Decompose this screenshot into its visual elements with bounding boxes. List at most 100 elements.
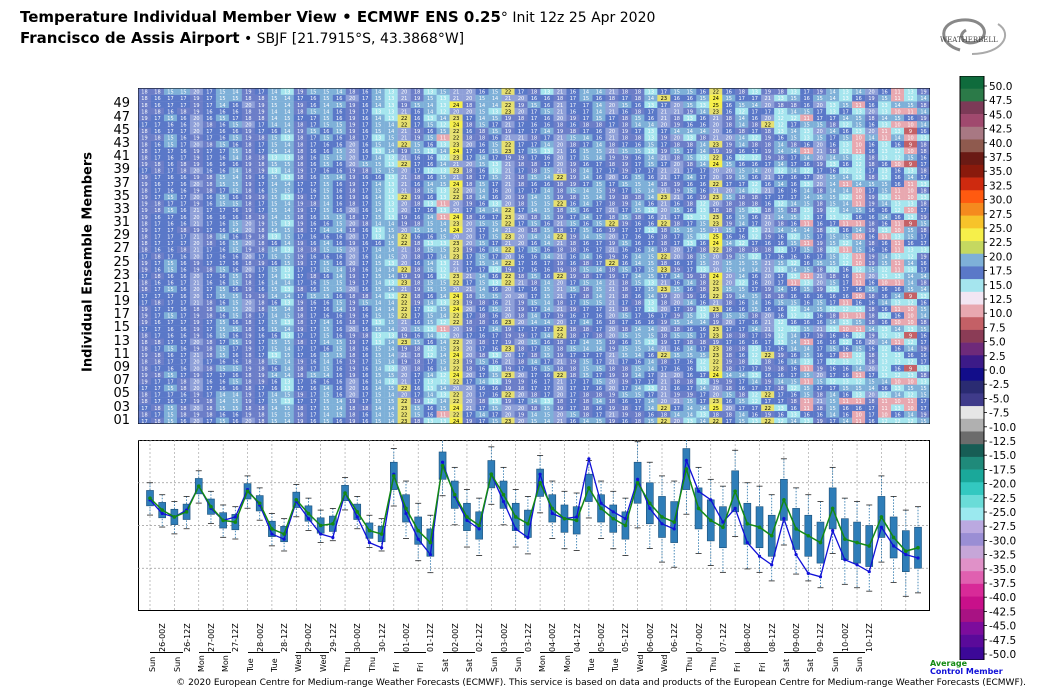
heatmap-cell [332,239,346,247]
heatmap-cell-value: 12 [752,254,758,260]
heatmap-cell [176,397,191,405]
heatmap-cell-value: 12 [842,261,848,267]
heatmap-cell [852,265,866,273]
heatmap-cell [488,377,502,385]
heatmap-cell-value: 17 [466,155,472,161]
heatmap-cell-value: 13 [375,320,381,326]
heatmap-cell [293,312,307,319]
heatmap-cell-value: 15 [336,221,342,227]
heatmap-cell-value: 14 [388,419,394,424]
heatmap-cell [735,239,749,247]
heatmap-cell [254,364,269,372]
heatmap-cell-value: 15 [284,162,290,168]
heatmap-cell-value: 19 [193,320,199,326]
heatmap-cell-value: 16 [881,248,887,254]
heatmap-cell-value: 19 [557,261,563,267]
heatmap-cell-value: 19 [297,254,303,260]
heatmap-cell [735,351,749,359]
heatmap-cell-value: 17 [570,228,576,234]
heatmap-cell [293,200,307,207]
heatmap-cell-value: 16 [894,175,900,181]
heatmap-cell-value: 14 [375,300,381,306]
heatmap-cell [761,384,775,392]
heatmap-cell [579,226,593,234]
heatmap-cell-value: 22 [557,175,563,181]
heatmap-cell-value: 13 [388,155,394,161]
heatmap-cell-value: 17 [154,393,160,399]
heatmap-cell [761,193,775,201]
heatmap-cell [138,410,152,418]
heatmap-cell-value: 18 [661,228,667,234]
heatmap-cell [371,285,385,293]
member-label: 01 [113,412,130,428]
heatmap-cell [527,384,541,392]
heatmap-cell-value: 14 [648,294,654,300]
heatmap-cell [202,219,217,227]
heatmap-cell-value: 14 [894,327,900,333]
heatmap-cell [163,391,178,398]
heatmap-cell [774,186,788,194]
heatmap-cell [852,331,866,339]
heatmap-cell-value: 14 [583,202,589,208]
heatmap-cell-value: 16 [206,202,212,208]
heatmap-cell [826,410,840,418]
heatmap-cell-value: 19 [245,235,251,241]
heatmap-cell [852,272,866,280]
heatmap-cell [527,331,541,339]
heatmap-cell-value: 16 [206,162,212,168]
heatmap-cell [150,371,165,379]
heatmap-cell [371,226,385,234]
heatmap-cell-value: 18 [531,228,537,234]
heatmap-cell-value: 15 [271,221,277,227]
heatmap-cell [384,331,398,339]
heatmap-cell [371,358,385,365]
heatmap-cell [696,384,710,392]
heatmap-cell [501,344,515,352]
heatmap-cell [138,384,152,392]
heatmap-cell [306,186,320,194]
heatmap-cell [631,200,645,207]
heatmap-cell-value: 11 [855,419,861,424]
heatmap-cell-value: 22 [713,248,719,254]
heatmap-cell [436,200,450,207]
heatmap-cell-value: 15 [920,419,926,424]
heatmap-cell [631,318,645,326]
heatmap-cell-value: 15 [622,333,628,339]
heatmap-cell-value: 13 [920,379,926,385]
heatmap-cell [839,358,853,365]
heatmap-cell-value: 11 [842,300,848,306]
heatmap-cell [488,186,502,194]
heatmap-cell-value: 17 [167,202,173,208]
heatmap-cell-value: 17 [258,353,264,359]
heatmap-cell [319,325,333,332]
heatmap-cell-value: 18 [141,155,147,161]
heatmap-cell-value: 18 [920,169,926,175]
heatmap-cell [332,391,346,398]
heatmap-cell [501,410,515,418]
heatmap-cell-value: 16 [310,353,316,359]
heatmap-cell [280,193,295,201]
heatmap-cell-value: 15 [648,261,654,267]
heatmap-cell [358,180,372,188]
heatmap-cell [202,397,217,405]
heatmap-cell-value: 19 [518,333,524,339]
heatmap-cell-value: 17 [570,294,576,300]
heatmap-cell [787,213,801,220]
heatmap-cell-value: 16 [323,314,329,320]
heatmap-cell-value: 14 [479,208,485,214]
heatmap-cell-value: 21 [518,281,524,287]
heatmap-cell-value: 17 [492,155,498,161]
heatmap-cell-value: 20 [505,353,511,359]
heatmap-cell-value: 16 [842,393,848,399]
heatmap-cell [800,331,814,339]
heatmap-cell [410,239,424,247]
heatmap-cell-value: 14 [752,300,758,306]
heatmap-cell [397,272,411,280]
heatmap-cell-value: 16 [427,195,433,201]
heatmap-cell-value: 14 [232,393,238,399]
heatmap-cell-value: 14 [440,254,446,260]
heatmap-cell [397,305,411,313]
heatmap-cell-value: 16 [219,155,225,161]
heatmap-cell [917,377,930,385]
heatmap-cell [501,200,515,207]
